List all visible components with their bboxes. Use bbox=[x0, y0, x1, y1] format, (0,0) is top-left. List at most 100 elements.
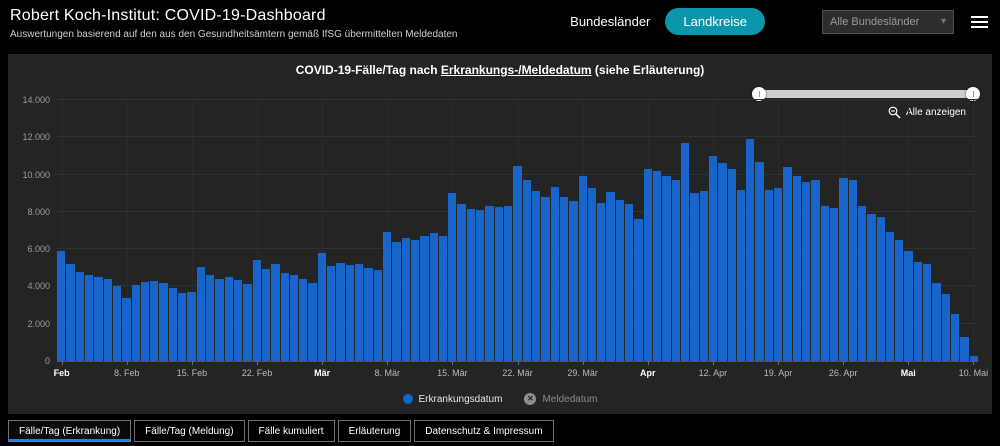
menu-button[interactable] bbox=[969, 13, 990, 31]
bar[interactable] bbox=[485, 206, 494, 361]
bar[interactable] bbox=[401, 237, 410, 361]
bar[interactable] bbox=[941, 293, 950, 361]
bar[interactable] bbox=[224, 277, 233, 361]
bar[interactable] bbox=[643, 168, 652, 361]
bar[interactable] bbox=[150, 280, 159, 361]
chart-title-link[interactable]: Erkrankungs-/Meldedatum bbox=[440, 63, 592, 77]
bar[interactable] bbox=[122, 297, 131, 361]
bar[interactable] bbox=[867, 213, 876, 361]
bar[interactable] bbox=[755, 161, 764, 361]
bar[interactable] bbox=[811, 180, 820, 361]
bar[interactable] bbox=[280, 273, 289, 361]
bar[interactable] bbox=[215, 278, 224, 361]
bar[interactable] bbox=[895, 239, 904, 361]
bar[interactable] bbox=[373, 269, 382, 361]
bar[interactable] bbox=[429, 233, 438, 361]
reset-zoom-button[interactable]: Alle anzeigen bbox=[888, 106, 966, 119]
bar[interactable] bbox=[94, 277, 103, 361]
bar[interactable] bbox=[261, 268, 271, 361]
bar[interactable] bbox=[774, 187, 783, 361]
bar[interactable] bbox=[802, 182, 811, 361]
bar[interactable] bbox=[839, 178, 848, 361]
bar[interactable] bbox=[66, 264, 75, 361]
slider-handle-right[interactable] bbox=[966, 87, 980, 101]
bar[interactable] bbox=[75, 272, 84, 361]
bar[interactable] bbox=[364, 267, 373, 361]
bar[interactable] bbox=[634, 219, 643, 361]
bar[interactable] bbox=[606, 192, 615, 361]
bar[interactable] bbox=[420, 236, 429, 361]
bar[interactable] bbox=[392, 241, 401, 361]
bar[interactable] bbox=[196, 266, 205, 361]
bar[interactable] bbox=[476, 210, 485, 361]
tab-erlaeuterung[interactable]: Erläuterung bbox=[337, 420, 412, 442]
bar[interactable] bbox=[699, 191, 708, 361]
bar[interactable] bbox=[289, 275, 299, 361]
bar[interactable] bbox=[103, 278, 112, 361]
bar[interactable] bbox=[597, 202, 606, 361]
time-range-slider[interactable] bbox=[752, 87, 980, 101]
bar[interactable] bbox=[112, 286, 122, 361]
bar[interactable] bbox=[187, 292, 196, 361]
bar[interactable] bbox=[736, 189, 746, 361]
slider-handle-left[interactable] bbox=[752, 87, 766, 101]
bar[interactable] bbox=[541, 196, 550, 361]
bar[interactable] bbox=[690, 193, 699, 361]
bundeslaender-button[interactable]: Bundesländer bbox=[570, 14, 651, 29]
bar[interactable] bbox=[746, 139, 755, 361]
bar[interactable] bbox=[904, 251, 913, 361]
bar[interactable] bbox=[578, 176, 587, 361]
bar[interactable] bbox=[438, 236, 448, 361]
bar[interactable] bbox=[876, 217, 885, 361]
slider-track[interactable] bbox=[757, 90, 975, 98]
tab-datenschutz-impressum[interactable]: Datenschutz & Impressum bbox=[414, 420, 554, 442]
bar[interactable] bbox=[951, 314, 960, 361]
bar[interactable] bbox=[252, 260, 261, 361]
bar[interactable] bbox=[410, 239, 420, 361]
bar[interactable] bbox=[57, 251, 66, 361]
tab-faelle-kumuliert[interactable]: Fälle kumuliert bbox=[247, 420, 335, 442]
bar[interactable] bbox=[233, 279, 243, 361]
tab-faelle-tag-meldung[interactable]: Fälle/Tag (Meldung) bbox=[134, 420, 245, 442]
bar[interactable] bbox=[923, 264, 932, 361]
bar[interactable] bbox=[932, 282, 941, 361]
bar[interactable] bbox=[857, 206, 867, 361]
bar[interactable] bbox=[662, 176, 671, 361]
bar[interactable] bbox=[299, 278, 308, 361]
bar[interactable] bbox=[168, 288, 178, 361]
bar[interactable] bbox=[243, 283, 252, 361]
bar[interactable] bbox=[829, 208, 839, 361]
landkreise-button[interactable]: Landkreise bbox=[665, 8, 765, 35]
bar[interactable] bbox=[969, 356, 978, 361]
legend-item-meldedatum[interactable]: ✕ Meldedatum bbox=[524, 393, 597, 405]
bar[interactable] bbox=[727, 168, 736, 361]
bar[interactable] bbox=[764, 189, 774, 361]
bar[interactable] bbox=[308, 282, 317, 361]
bar[interactable] bbox=[522, 180, 531, 361]
bar[interactable] bbox=[355, 264, 364, 361]
bar[interactable] bbox=[178, 292, 187, 361]
bar[interactable] bbox=[653, 170, 662, 361]
bar[interactable] bbox=[159, 282, 168, 361]
bar[interactable] bbox=[84, 275, 94, 361]
bar[interactable] bbox=[271, 264, 280, 361]
bar[interactable] bbox=[708, 155, 718, 361]
bar[interactable] bbox=[448, 193, 457, 361]
bar[interactable] bbox=[792, 176, 801, 361]
bar[interactable] bbox=[382, 232, 392, 361]
bar[interactable] bbox=[513, 166, 522, 361]
bar[interactable] bbox=[327, 265, 336, 361]
tab-faelle-tag-erkrankung[interactable]: Fälle/Tag (Erkrankung) bbox=[8, 420, 132, 442]
bar[interactable] bbox=[718, 163, 727, 361]
bar[interactable] bbox=[494, 207, 503, 361]
bar[interactable] bbox=[615, 199, 625, 361]
bar[interactable] bbox=[336, 263, 345, 361]
bar[interactable] bbox=[466, 209, 476, 361]
region-select[interactable]: Alle Bundesländer ▾ bbox=[822, 9, 954, 34]
bar[interactable] bbox=[569, 200, 578, 361]
bar[interactable] bbox=[550, 186, 559, 361]
bar[interactable] bbox=[559, 196, 569, 361]
bar[interactable] bbox=[317, 252, 327, 361]
bar[interactable] bbox=[131, 284, 140, 361]
bar[interactable] bbox=[345, 265, 354, 361]
